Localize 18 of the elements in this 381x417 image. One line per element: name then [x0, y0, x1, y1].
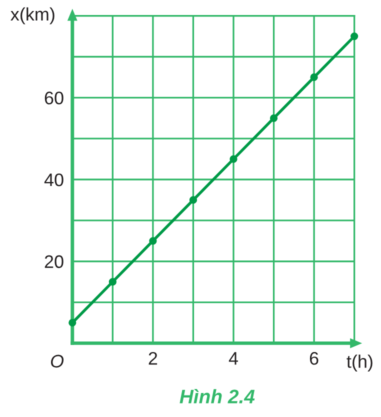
point [350, 32, 358, 40]
point [149, 237, 157, 245]
point [270, 114, 278, 122]
x-axis-title: t(h) [346, 354, 372, 372]
y-tick-label: 20 [44, 255, 64, 268]
x-tick-label: 6 [310, 352, 318, 365]
point [189, 196, 198, 204]
point [108, 278, 116, 286]
y-tick-label: 60 [44, 92, 64, 104]
point [68, 318, 76, 327]
y-tick-label: 40 [44, 173, 64, 186]
x-tick-label: 2 [148, 352, 158, 365]
x-tick-label: 4 [228, 352, 238, 365]
point [310, 73, 318, 82]
y-axis-title: x(km) [10, 7, 54, 24]
point [230, 155, 238, 163]
text: O [50, 354, 64, 368]
text: Hình 2.4 [180, 389, 255, 404]
